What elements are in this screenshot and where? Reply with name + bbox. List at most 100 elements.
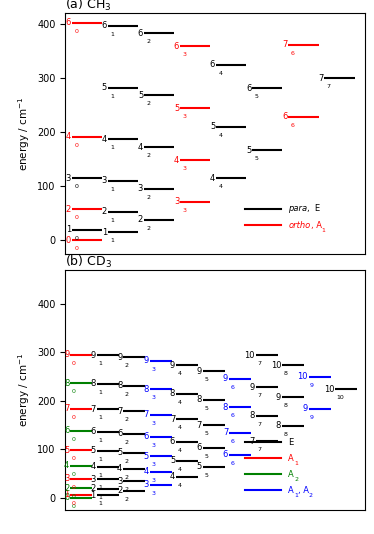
- Text: 1: 1: [98, 361, 102, 366]
- Text: 4: 4: [64, 461, 69, 470]
- Text: 1: 1: [102, 228, 107, 237]
- Text: 4: 4: [218, 70, 223, 76]
- Text: 8: 8: [117, 381, 122, 390]
- Text: 4: 4: [218, 133, 223, 138]
- Text: 1: 1: [294, 493, 298, 498]
- Text: 4: 4: [144, 467, 149, 476]
- Text: 3: 3: [174, 197, 179, 206]
- Text: 6: 6: [64, 427, 69, 435]
- Text: 4: 4: [210, 174, 215, 183]
- Text: 6: 6: [246, 84, 251, 93]
- Text: 7: 7: [318, 74, 324, 83]
- Text: 2: 2: [125, 363, 129, 368]
- Text: 6: 6: [230, 384, 234, 390]
- Text: 2: 2: [91, 484, 96, 493]
- Text: 2: 2: [64, 484, 69, 493]
- Text: 2: 2: [125, 497, 129, 502]
- Text: 2: 2: [294, 477, 298, 482]
- Text: 5: 5: [174, 104, 179, 113]
- Text: 1: 1: [98, 438, 102, 443]
- Text: 6: 6: [138, 29, 143, 38]
- Text: 6: 6: [230, 461, 234, 466]
- Text: 0: 0: [74, 143, 78, 148]
- Text: 7: 7: [223, 428, 228, 437]
- Text: 5: 5: [204, 454, 208, 459]
- Text: 6: 6: [282, 113, 287, 121]
- Text: 5: 5: [204, 431, 208, 436]
- Text: 0: 0: [72, 494, 76, 499]
- Text: 9: 9: [170, 360, 175, 370]
- Text: 2: 2: [125, 459, 129, 464]
- Text: 6: 6: [291, 51, 294, 56]
- Text: 5: 5: [144, 452, 149, 460]
- Text: 3: 3: [66, 174, 71, 183]
- Text: 4: 4: [178, 400, 182, 405]
- Text: 10: 10: [244, 351, 255, 360]
- Text: 9: 9: [223, 374, 228, 383]
- Text: 8: 8: [170, 389, 175, 398]
- Text: 8: 8: [196, 395, 202, 404]
- Text: 1: 1: [110, 145, 114, 151]
- Text: 1: 1: [98, 485, 102, 490]
- Text: , A: , A: [310, 221, 322, 230]
- Text: 8: 8: [249, 411, 255, 420]
- Text: 3: 3: [183, 166, 186, 171]
- Text: 3: 3: [183, 52, 186, 58]
- Text: 0: 0: [74, 29, 78, 34]
- Text: 9: 9: [249, 383, 255, 392]
- Text: 2: 2: [117, 486, 122, 496]
- Text: 9: 9: [196, 367, 202, 376]
- Text: para: para: [288, 205, 307, 213]
- Text: 1: 1: [110, 32, 114, 36]
- Text: ,  E: , E: [307, 205, 321, 213]
- Text: 7: 7: [257, 422, 261, 427]
- Text: 1: 1: [66, 225, 71, 234]
- Text: 9: 9: [302, 404, 308, 413]
- Text: 10: 10: [297, 372, 308, 381]
- Text: 3: 3: [102, 176, 107, 185]
- Text: , A: , A: [298, 485, 309, 494]
- Text: 0: 0: [72, 389, 76, 394]
- Text: 4: 4: [178, 467, 182, 472]
- Y-axis label: energy / cm$^{-1}$: energy / cm$^{-1}$: [16, 96, 32, 171]
- Text: ortho: ortho: [288, 221, 310, 230]
- Text: 8: 8: [283, 432, 287, 437]
- Text: 1: 1: [110, 238, 114, 244]
- Text: 6: 6: [291, 123, 294, 128]
- Text: 0: 0: [72, 485, 76, 490]
- Text: 9: 9: [64, 350, 69, 359]
- Text: 4: 4: [178, 426, 182, 430]
- Text: 5: 5: [91, 446, 96, 455]
- Text: 2: 2: [146, 101, 150, 106]
- Text: 1: 1: [322, 228, 325, 233]
- Text: 10: 10: [324, 385, 334, 394]
- Text: 0: 0: [72, 501, 76, 506]
- Text: 2: 2: [138, 215, 143, 224]
- Text: (a) CH$_3$: (a) CH$_3$: [65, 0, 112, 13]
- Text: 0: 0: [74, 246, 78, 251]
- Text: 6: 6: [102, 21, 107, 30]
- Text: 7: 7: [143, 410, 149, 419]
- Text: 6: 6: [117, 429, 122, 438]
- Text: 1: 1: [294, 461, 298, 466]
- Text: 2: 2: [125, 439, 129, 445]
- Text: 4: 4: [170, 472, 175, 481]
- Text: 6: 6: [170, 437, 175, 446]
- Text: 6: 6: [66, 18, 71, 27]
- Text: A: A: [288, 453, 294, 462]
- Text: 10: 10: [271, 361, 281, 370]
- Text: 5: 5: [246, 146, 251, 155]
- Text: 9: 9: [91, 351, 96, 360]
- Text: 2: 2: [102, 207, 107, 216]
- Text: 8: 8: [223, 403, 228, 412]
- Text: 0: 0: [72, 415, 76, 420]
- Text: 8: 8: [283, 403, 287, 409]
- Text: 2: 2: [146, 194, 150, 200]
- Text: 5: 5: [170, 456, 175, 465]
- Text: 4: 4: [178, 371, 182, 376]
- Text: 0: 0: [64, 493, 69, 502]
- Text: 2: 2: [125, 392, 129, 397]
- Text: 2: 2: [125, 475, 129, 480]
- Text: 4: 4: [91, 462, 96, 471]
- Text: 5: 5: [138, 91, 143, 100]
